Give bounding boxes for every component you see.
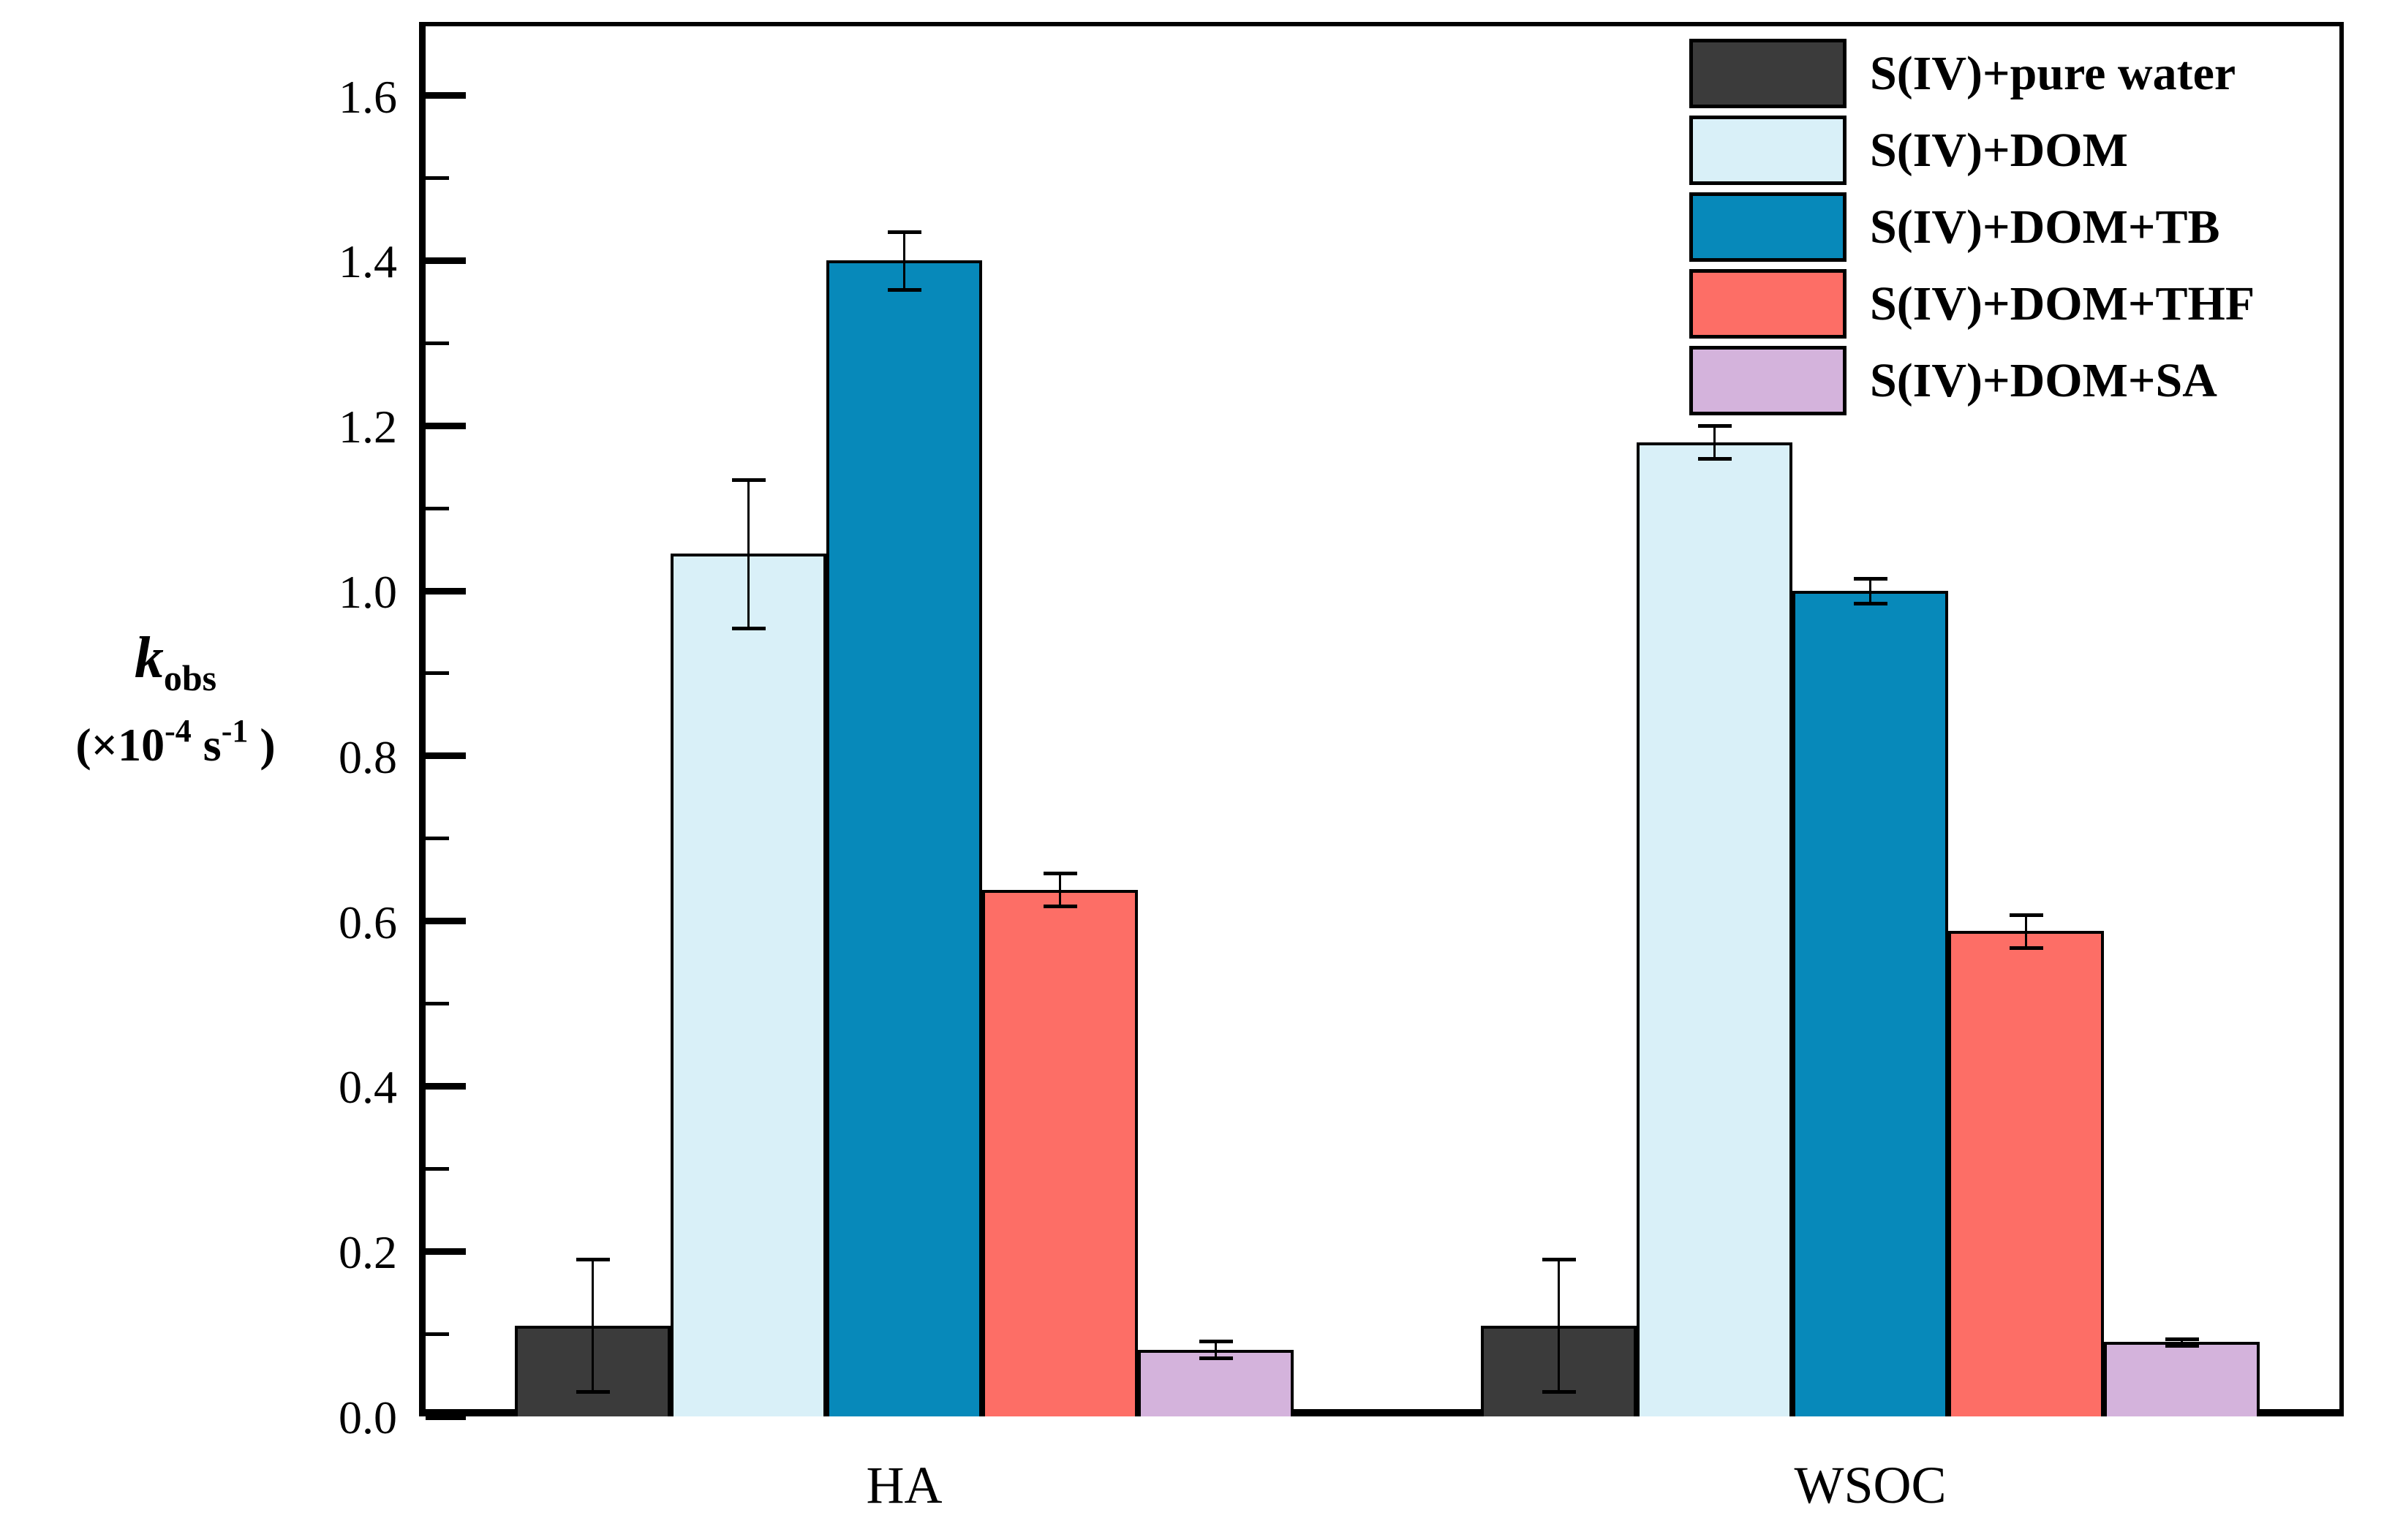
- y-tick-label: 1.6: [339, 70, 397, 123]
- y-axis-symbol: k: [134, 626, 164, 690]
- error-bar-cap-top: [1043, 872, 1077, 876]
- error-bar-line: [1215, 1341, 1217, 1358]
- error-bar-line: [1713, 426, 1716, 459]
- legend-label-1: S(IV)+DOM: [1870, 123, 2128, 177]
- y-major-tick: [426, 752, 466, 760]
- error-bar-cap-bottom: [1043, 905, 1077, 909]
- y-minor-tick: [426, 837, 449, 841]
- y-minor-tick: [426, 1002, 449, 1005]
- error-bar-cap-bottom: [1542, 1390, 1576, 1394]
- y-major-tick: [426, 422, 466, 429]
- legend: S(IV)+pure water S(IV)+DOM S(IV)+DOM+TB S(I…: [1689, 39, 2255, 415]
- y-minor-tick: [426, 506, 449, 510]
- error-bar-cap-bottom: [2009, 945, 2043, 950]
- y-major-tick: [426, 918, 466, 925]
- error-bar-cap-top: [1697, 424, 1732, 429]
- y-major-tick: [426, 1413, 466, 1420]
- bar-wsoc-series-1: [1637, 442, 1792, 1416]
- y-minor-tick: [426, 1166, 449, 1171]
- error-bar-cap-bottom: [1853, 601, 1887, 605]
- legend-swatch-2: [1689, 192, 1847, 262]
- legend-label-0: S(IV)+pure water: [1870, 46, 2236, 100]
- error-bar-line: [2025, 914, 2027, 948]
- y-major-tick: [426, 257, 466, 264]
- y-major-tick: [426, 587, 466, 595]
- legend-swatch-3: [1689, 269, 1847, 339]
- y-minor-tick: [426, 1332, 449, 1336]
- y-axis-symbol-subscript: obs: [163, 657, 217, 698]
- bar-ha-series-3: [982, 889, 1138, 1416]
- y-axis-unit: (×10-4 s-1 ): [75, 713, 276, 771]
- legend-label-2: S(IV)+DOM+TB: [1870, 200, 2220, 254]
- y-minor-tick: [426, 671, 449, 676]
- y-minor-tick: [426, 341, 449, 345]
- bar-ha-series-4: [1138, 1349, 1294, 1416]
- error-bar-cap-top: [576, 1258, 610, 1262]
- error-bar-cap-top: [2165, 1337, 2199, 1341]
- legend-item-2: S(IV)+DOM+TB: [1689, 192, 2255, 262]
- error-bar-line: [903, 231, 905, 290]
- y-tick-label: 1.0: [339, 566, 397, 618]
- error-bar-cap-bottom: [887, 287, 921, 292]
- legend-label-3: S(IV)+DOM+THF: [1870, 276, 2255, 331]
- error-bar-cap-bottom: [1697, 457, 1732, 461]
- y-minor-tick: [426, 176, 449, 180]
- legend-swatch-4: [1689, 346, 1847, 415]
- error-bar-cap-top: [887, 230, 921, 234]
- y-major-tick: [426, 1082, 466, 1090]
- error-bar-line: [1558, 1259, 1560, 1392]
- legend-swatch-0: [1689, 39, 1847, 108]
- y-tick-label: 0.2: [339, 1226, 397, 1279]
- error-bar-line: [1059, 873, 1061, 907]
- bar-ha-series-1: [671, 554, 826, 1416]
- error-bar-cap-top: [1542, 1258, 1576, 1262]
- legend-item-1: S(IV)+DOM: [1689, 116, 2255, 185]
- bar-wsoc-series-3: [1948, 931, 2104, 1416]
- error-bar-cap-top: [2009, 913, 2043, 917]
- x-category-label-ha: HA: [866, 1456, 943, 1514]
- error-bar-line: [747, 479, 750, 628]
- bar-wsoc-series-2: [1792, 591, 1948, 1416]
- y-major-tick: [426, 1248, 466, 1255]
- y-tick-label: 1.2: [339, 401, 397, 453]
- y-tick-label: 0.4: [339, 1061, 397, 1114]
- error-bar-line: [1869, 578, 1871, 603]
- error-bar-cap-top: [731, 478, 766, 482]
- legend-item-3: S(IV)+DOM+THF: [1689, 269, 2255, 339]
- error-bar-cap-bottom: [2165, 1343, 2199, 1348]
- y-tick-label: 1.4: [339, 235, 397, 288]
- error-bar-cap-bottom: [576, 1390, 610, 1394]
- legend-swatch-1: [1689, 116, 1847, 185]
- y-tick-label: 0.8: [339, 731, 397, 783]
- error-bar-cap-bottom: [1199, 1356, 1233, 1360]
- error-bar-cap-top: [1199, 1340, 1233, 1344]
- y-axis-title: kobs (×10-4 s-1 ): [22, 625, 329, 772]
- legend-label-4: S(IV)+DOM+SA: [1870, 353, 2217, 407]
- legend-item-0: S(IV)+pure water: [1689, 39, 2255, 108]
- error-bar-line: [2181, 1338, 2183, 1345]
- error-bar-line: [592, 1259, 594, 1392]
- y-tick-label: 0.0: [339, 1392, 397, 1443]
- y-major-tick: [426, 92, 466, 99]
- bar-ha-series-2: [826, 260, 982, 1416]
- x-category-label-wsoc: WSOC: [1794, 1456, 1947, 1514]
- y-tick-label: 0.6: [339, 896, 397, 948]
- error-bar-cap-top: [1853, 577, 1887, 581]
- error-bar-cap-bottom: [731, 626, 766, 630]
- legend-item-4: S(IV)+DOM+SA: [1689, 346, 2255, 415]
- bar-wsoc-series-4: [2104, 1342, 2260, 1416]
